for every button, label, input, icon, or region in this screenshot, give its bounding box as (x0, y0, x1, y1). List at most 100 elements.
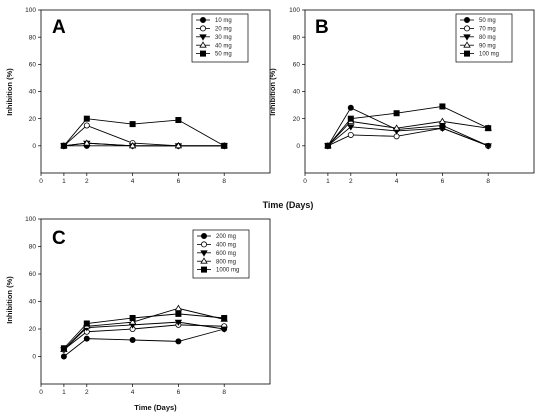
legend-marker (463, 41, 471, 48)
legend-marker (199, 25, 206, 32)
x-tick-label: 8 (222, 389, 226, 396)
shared-x-axis-title: Time (Days) (263, 200, 314, 210)
data-point (439, 103, 446, 110)
data-point (83, 320, 90, 327)
legend-marker (200, 257, 208, 264)
y-tick-label: 100 (289, 7, 300, 14)
legend-marker (463, 16, 470, 23)
x-tick-label: 0 (303, 178, 307, 185)
data-point (221, 142, 228, 149)
data-point (174, 304, 183, 311)
x-tick-label: 6 (441, 178, 445, 185)
data-point (83, 139, 91, 146)
data-point (484, 143, 492, 150)
data-point (83, 115, 90, 122)
legend-label: 50 mg (479, 18, 496, 24)
legend-label: 10 mg (215, 18, 232, 24)
x-tick-label: 2 (349, 178, 353, 185)
y-tick-label: 20 (29, 116, 37, 123)
data-point (129, 314, 136, 321)
data-point (129, 121, 136, 128)
data-point (485, 125, 492, 132)
legend-marker (200, 232, 207, 239)
x-tick-label: 6 (177, 389, 181, 396)
legend-marker (463, 25, 470, 32)
data-point (438, 125, 447, 132)
y-tick-label: 20 (29, 326, 37, 333)
y-tick-label: 100 (25, 7, 36, 14)
y-tick-label: 60 (293, 62, 301, 69)
x-tick-label: 6 (177, 178, 181, 185)
data-point (60, 142, 67, 149)
y-tick-label: 0 (32, 143, 36, 150)
legend-label: 1000 mg (216, 268, 239, 274)
legend-label: 50 mg (215, 52, 232, 58)
data-point (83, 335, 90, 342)
legend-marker (199, 34, 207, 41)
x-tick-label: 8 (486, 178, 490, 185)
x-tick-label: 0 (39, 389, 43, 396)
x-tick-label: 4 (131, 389, 135, 396)
y-axis-title: Inhibition (%) (268, 68, 277, 116)
data-point (324, 142, 331, 149)
legend-label: 70 mg (479, 27, 496, 33)
x-tick-label: 1 (62, 389, 66, 396)
x-tick-label: 8 (222, 178, 226, 185)
legend-marker (199, 41, 207, 48)
data-point (128, 142, 137, 149)
y-axis-title: Inhibition (%) (5, 276, 14, 324)
panel-letter: B (315, 17, 329, 38)
data-point (221, 314, 228, 321)
x-tick-label: 4 (131, 178, 135, 185)
y-tick-label: 80 (29, 34, 37, 41)
data-point (175, 310, 182, 317)
y-tick-label: 60 (29, 271, 37, 278)
legend-marker (463, 34, 471, 41)
y-tick-label: 80 (29, 244, 37, 251)
legend-label: 800 mg (216, 259, 236, 265)
data-point (129, 336, 136, 343)
legend-label: 400 mg (216, 243, 236, 249)
legend-label: 80 mg (479, 35, 496, 41)
legend-label: 100 mg (479, 52, 499, 58)
data-point (220, 326, 228, 333)
y-tick-label: 80 (293, 34, 301, 41)
data-point (347, 124, 355, 131)
x-tick-label: 4 (395, 178, 399, 185)
y-tick-label: 40 (293, 89, 301, 96)
y-axis-title: Inhibition (%) (5, 68, 14, 116)
data-point (174, 142, 183, 149)
legend-label: 40 mg (215, 43, 232, 49)
x-tick-label: 2 (85, 178, 89, 185)
legend-label: 600 mg (216, 251, 236, 257)
legend-label: 200 mg (216, 234, 236, 240)
x-tick-label: 1 (62, 178, 66, 185)
data-point (175, 117, 182, 124)
y-tick-label: 20 (293, 116, 301, 123)
legend-marker (463, 50, 470, 57)
legend-label: 20 mg (215, 27, 232, 33)
y-tick-label: 40 (29, 89, 37, 96)
y-tick-label: 100 (25, 216, 36, 223)
data-point (347, 104, 354, 111)
data-point (393, 110, 400, 117)
legend-marker (200, 266, 207, 273)
y-tick-label: 0 (296, 143, 300, 150)
data-point (60, 353, 67, 360)
data-point (347, 131, 354, 138)
x-tick-label: 0 (39, 178, 43, 185)
y-tick-label: 40 (29, 299, 37, 306)
data-point (438, 117, 447, 124)
y-tick-label: 60 (29, 62, 37, 69)
data-point (347, 115, 354, 122)
data-point (83, 122, 90, 129)
legend-label: 90 mg (479, 43, 496, 49)
data-point (128, 318, 137, 325)
legend-marker (199, 50, 206, 57)
panel-letter: C (52, 228, 66, 249)
data-point (60, 345, 67, 352)
